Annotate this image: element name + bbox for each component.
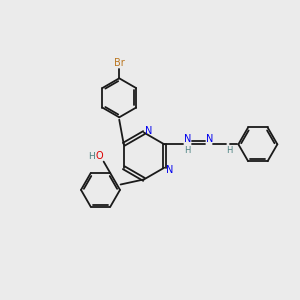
Text: N: N [166, 165, 173, 175]
Text: Br: Br [114, 58, 124, 68]
Text: H: H [184, 146, 191, 155]
Text: N: N [146, 125, 153, 136]
Text: H: H [226, 146, 232, 155]
Text: H: H [88, 152, 95, 161]
Text: N: N [184, 134, 191, 144]
Text: O: O [96, 151, 103, 161]
Text: N: N [206, 134, 214, 144]
